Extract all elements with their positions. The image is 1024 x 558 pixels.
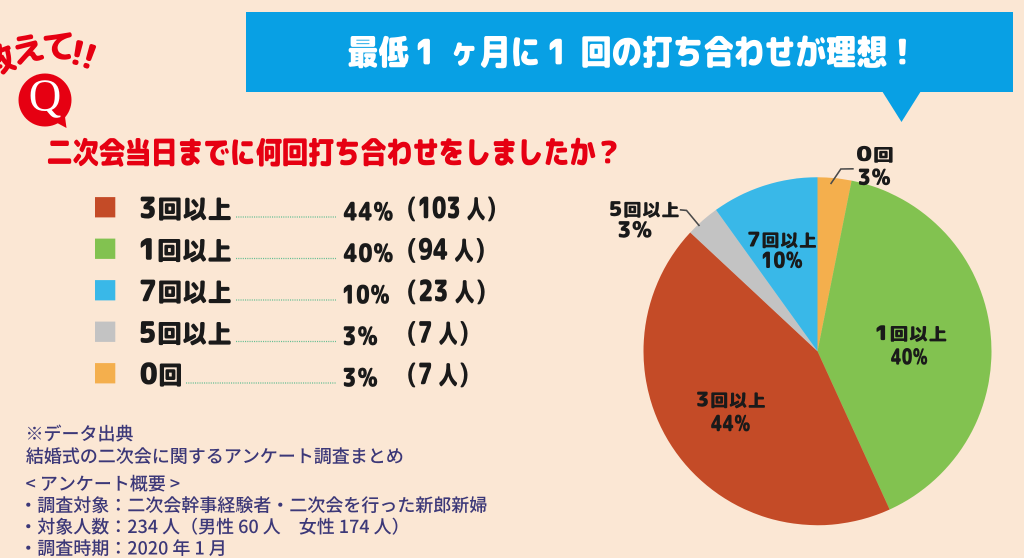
svg-text:Q: Q — [29, 71, 62, 121]
